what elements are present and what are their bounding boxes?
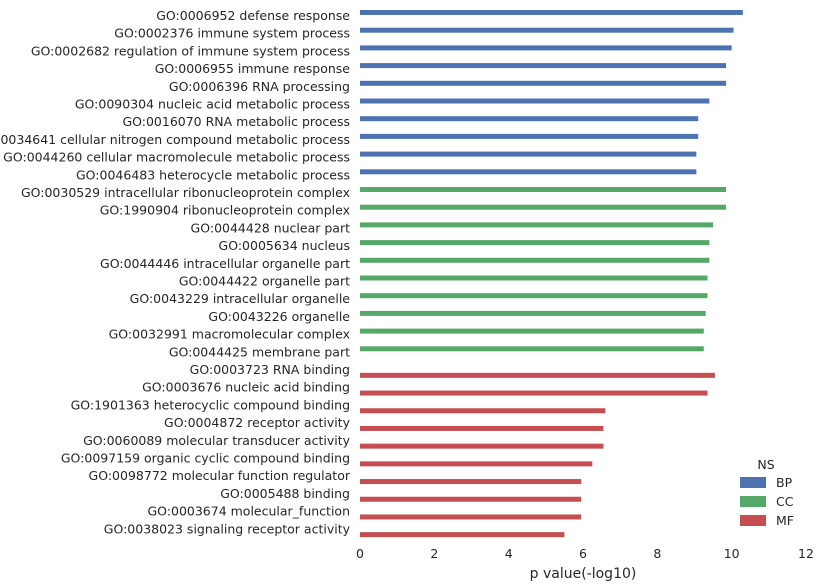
category-label: GO:1990904 ribonucleoprotein complex: [100, 203, 350, 218]
x-tick-label: 2: [430, 546, 438, 561]
bar-cc: [360, 222, 714, 228]
category-label: GO:0006396 RNA processing: [169, 79, 350, 94]
category-label: GO:0046483 heterocycle metabolic process: [76, 167, 350, 182]
bar-bp: [360, 169, 697, 175]
category-label: GO:0032991 macromolecular complex: [109, 327, 350, 342]
bar-mf: [360, 532, 565, 538]
bar-bp: [360, 116, 699, 122]
category-label: GO:0006955 immune response: [155, 61, 351, 76]
category-label: GO:0044446 intracellular organelle part: [100, 256, 350, 271]
x-tick-label: 0: [356, 546, 364, 561]
category-labels: GO:0006952 defense response GO:0002376 im…: [0, 8, 351, 536]
bar-mf: [360, 390, 708, 396]
x-tick-label: 8: [653, 546, 661, 561]
bar-bp: [360, 98, 710, 104]
category-label: GO:0090304 nucleic acid metabolic proces…: [75, 97, 350, 112]
bar-cc: [360, 293, 708, 299]
legend-label-cc: CC: [776, 494, 794, 509]
x-tick-label: 4: [505, 546, 513, 561]
bar-mf: [360, 514, 582, 520]
bar-cc: [360, 328, 704, 334]
category-label: GO:0005634 nucleus: [219, 238, 350, 253]
bar-cc: [360, 240, 710, 246]
category-label: GO:0003723 RNA binding: [190, 362, 350, 377]
category-label: GO:0098772 molecular function regulator: [89, 468, 351, 483]
category-label: GO:0004872 receptor activity: [164, 415, 351, 430]
category-label: GO:0038023 signaling receptor activity: [104, 521, 351, 536]
bar-mf: [360, 408, 606, 414]
bar-bp: [360, 10, 743, 15]
bar-layer: [360, 10, 743, 538]
bar-bp: [360, 151, 697, 157]
category-label: GO:0044425 membrane part: [169, 344, 350, 359]
category-label: GO:0034641 cellular nitrogen compound me…: [0, 132, 350, 147]
category-label: GO:0043226 organelle: [208, 309, 350, 324]
bar-cc: [360, 275, 708, 281]
category-label: GO:0044260 cellular macromolecule metabo…: [3, 150, 350, 165]
bar-cc: [360, 204, 727, 210]
bar-mf: [360, 461, 593, 467]
category-label: GO:0002682 regulation of immune system p…: [31, 43, 350, 58]
bar-bp: [360, 63, 727, 69]
bar-cc: [360, 187, 727, 192]
category-label: GO:0044422 organelle part: [179, 274, 350, 289]
x-tick-label: 12: [798, 546, 814, 561]
category-label: GO:0044428 nuclear part: [191, 220, 351, 235]
category-label: GO:0005488 binding: [220, 486, 350, 501]
category-label: GO:1901363 heterocyclic compound binding: [71, 397, 350, 412]
legend-swatch-bp: [740, 477, 766, 488]
category-label: GO:0043229 intracellular organelle: [130, 291, 351, 306]
category-label: GO:0003674 molecular_function: [147, 504, 350, 519]
bar-mf: [360, 443, 604, 449]
bar-bp: [360, 45, 732, 51]
x-tick-label: 6: [579, 546, 587, 561]
legend-swatch-mf: [740, 515, 766, 526]
bar-cc: [360, 257, 710, 263]
legend-label-bp: BP: [776, 475, 793, 490]
bar-cc: [360, 346, 704, 352]
bar-bp: [360, 80, 727, 86]
category-label: GO:0006952 defense response: [156, 8, 350, 23]
bar-cc: [360, 310, 706, 316]
bar-mf: [360, 496, 582, 502]
category-label: GO:0016070 RNA metabolic process: [122, 114, 350, 129]
category-label: GO:0003676 nucleic acid binding: [142, 380, 350, 395]
bar-bp: [360, 27, 734, 33]
legend-title: NS: [757, 457, 774, 472]
bar-mf: [360, 372, 715, 378]
bar-mf: [360, 425, 604, 431]
category-label: GO:0002376 immune system process: [114, 26, 350, 41]
legend-swatch-cc: [740, 496, 766, 507]
legend: NS BP CC MF: [740, 457, 794, 528]
x-tick-label: 10: [724, 546, 740, 561]
bar-bp: [360, 133, 699, 139]
category-label: GO:0060089 molecular transducer activity: [83, 433, 351, 448]
category-label: GO:0097159 organic cyclic compound bindi…: [61, 451, 350, 466]
x-axis-label: p value(-log10): [530, 566, 637, 582]
category-label: GO:0030529 intracellular ribonucleoprote…: [21, 185, 350, 200]
x-axis: 0 2 4 6 8 10 12: [356, 546, 814, 561]
bar-mf: [360, 479, 582, 485]
legend-label-mf: MF: [776, 513, 794, 528]
